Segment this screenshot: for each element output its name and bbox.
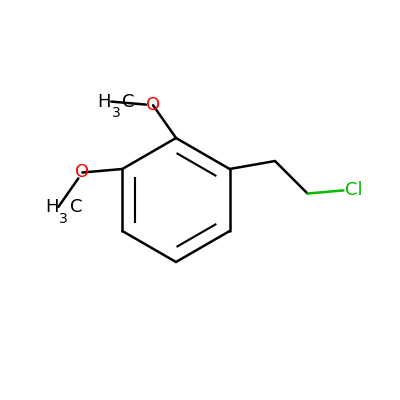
Text: O: O [75,164,90,182]
Text: 3: 3 [112,106,120,120]
Text: 3: 3 [59,212,68,226]
Text: H: H [45,198,58,216]
Text: Cl: Cl [345,182,363,200]
Text: C: C [122,92,135,110]
Text: O: O [146,96,160,114]
Text: H: H [98,92,111,110]
Text: C: C [70,198,82,216]
